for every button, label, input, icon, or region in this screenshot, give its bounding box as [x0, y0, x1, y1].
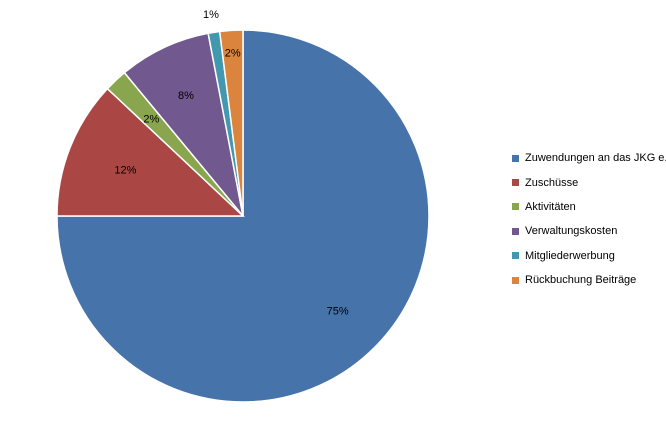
legend-item: Aktivitäten: [512, 195, 666, 219]
legend-item: Zuwendungen an das JKG e.V.: [512, 146, 666, 170]
legend-item: Mitgliederwerbung: [512, 244, 666, 268]
legend-label: Aktivitäten: [525, 200, 576, 213]
legend-item: Rückbuchung Beiträge: [512, 268, 666, 292]
legend-label: Zuwendungen an das JKG e.V.: [525, 152, 666, 165]
legend: Zuwendungen an das JKG e.V. Zuschüsse Akti…: [512, 146, 666, 292]
legend-swatch: [512, 276, 519, 284]
legend-label: Rückbuchung Beiträge: [525, 274, 637, 287]
legend-label: Zuschüsse: [525, 176, 579, 189]
legend-item: Zuschüsse: [512, 170, 666, 194]
legend-item: Verwaltungskosten: [512, 219, 666, 243]
pie-slice: [56, 87, 245, 217]
slice-data-label: 2%: [143, 113, 159, 125]
legend-swatch: [512, 227, 519, 235]
slice-data-label: 1%: [203, 9, 219, 21]
legend-swatch: [512, 154, 519, 162]
slice-data-label: 12%: [114, 164, 136, 176]
legend-swatch: [512, 252, 519, 260]
legend-swatch: [512, 179, 519, 187]
slice-data-label: 75%: [327, 306, 349, 318]
pie-slice: [218, 29, 244, 217]
pie-slice: [123, 32, 244, 217]
legend-label: Mitgliederwerbung: [525, 249, 615, 262]
slice-data-label: 8%: [178, 90, 194, 102]
slice-data-label: 2%: [225, 48, 241, 60]
legend-swatch: [512, 203, 519, 211]
legend-label: Verwaltungskosten: [525, 225, 618, 238]
